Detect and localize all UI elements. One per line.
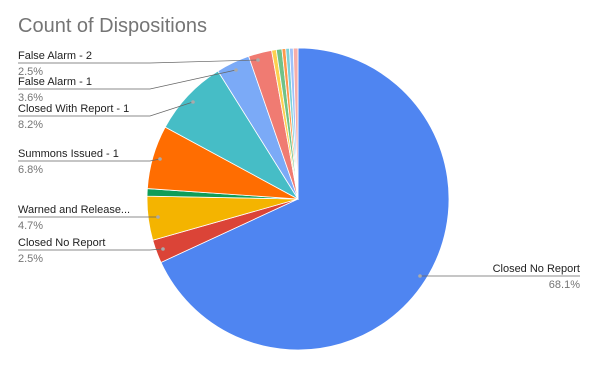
slice-percent: 3.6% — [18, 92, 43, 104]
leader-line — [18, 59, 259, 64]
slice-percent: 4.7% — [18, 220, 43, 232]
slice-label: Summons Issued - 1 — [18, 148, 119, 160]
chart-title: Count of Dispositions — [18, 15, 207, 37]
slice-label: Closed No Report — [18, 237, 105, 249]
pie-slice — [160, 47, 450, 351]
pie-slice — [292, 47, 299, 200]
leader-dot — [418, 274, 422, 278]
leader-line — [18, 248, 164, 251]
leader-dot — [156, 215, 160, 219]
slice-label: False Alarm - 1 — [18, 76, 92, 88]
leader-line — [18, 69, 237, 90]
leader-dot — [191, 100, 195, 104]
slice-label: False Alarm - 2 — [18, 50, 92, 62]
slice-percent: 68.1% — [549, 279, 580, 291]
leader-line — [18, 101, 194, 117]
leader-line — [18, 158, 161, 162]
slice-percent: 2.5% — [18, 66, 43, 78]
slice-percent: 6.8% — [18, 164, 43, 176]
slice-label: Warned and Release... — [18, 204, 130, 216]
leader-dot — [256, 58, 260, 62]
leader-dot — [161, 247, 165, 251]
leader-dot — [234, 68, 238, 72]
slice-label: Closed With Report - 1 — [18, 103, 129, 115]
leader-dot — [158, 157, 162, 161]
slice-label: Closed No Report — [493, 263, 580, 275]
slice-percent: 8.2% — [18, 119, 43, 131]
slice-percent: 2.5% — [18, 253, 43, 265]
